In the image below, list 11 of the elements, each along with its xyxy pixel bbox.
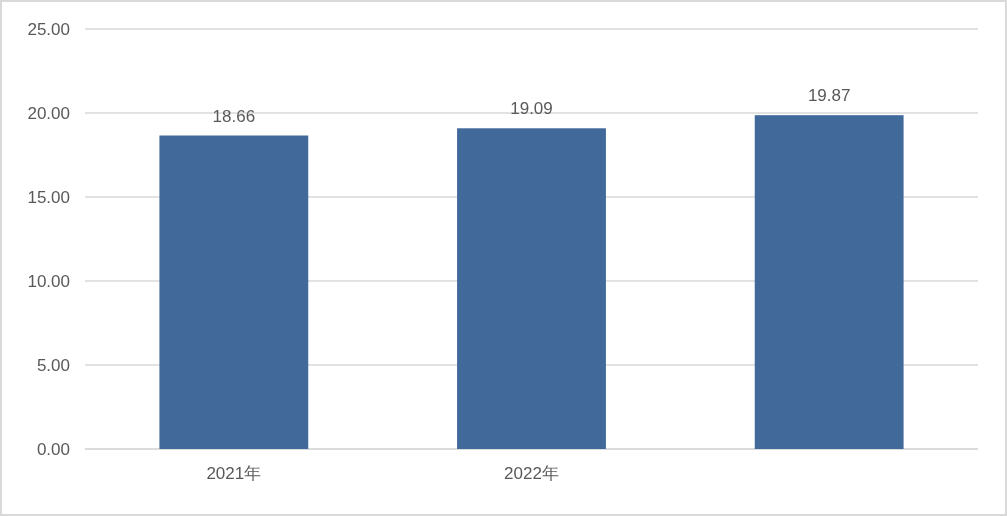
y-tick-label: 10.00 <box>27 271 70 291</box>
data-label: 18.66 <box>212 106 256 126</box>
y-tick-label: 15.00 <box>27 187 70 207</box>
y-tick-label: 0.00 <box>36 439 70 459</box>
y-tick-label: 5.00 <box>36 355 70 375</box>
x-tick-label: 2021年 <box>206 464 262 483</box>
x-tick-label: 2022年 <box>504 464 559 483</box>
y-tick-label: 20.00 <box>27 103 70 123</box>
y-tick-label: 25.00 <box>27 19 70 39</box>
data-label: 19.09 <box>510 99 553 119</box>
data-label: 19.87 <box>807 86 851 106</box>
